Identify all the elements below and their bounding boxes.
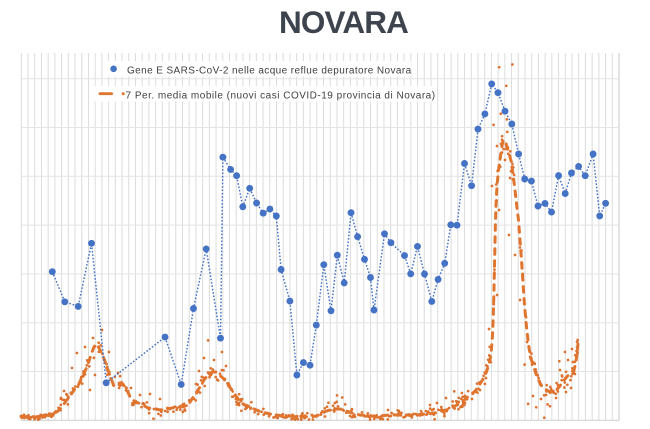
svg-text:Gene E SARS-CoV-2 nelle acque: Gene E SARS-CoV-2 nelle acque reflue dep… (127, 66, 412, 77)
svg-text:7 Per. media mobile (nuovi cas: 7 Per. media mobile (nuovi casi COVID-19… (126, 90, 436, 101)
svg-text:NOVARA: NOVARA (279, 4, 408, 40)
